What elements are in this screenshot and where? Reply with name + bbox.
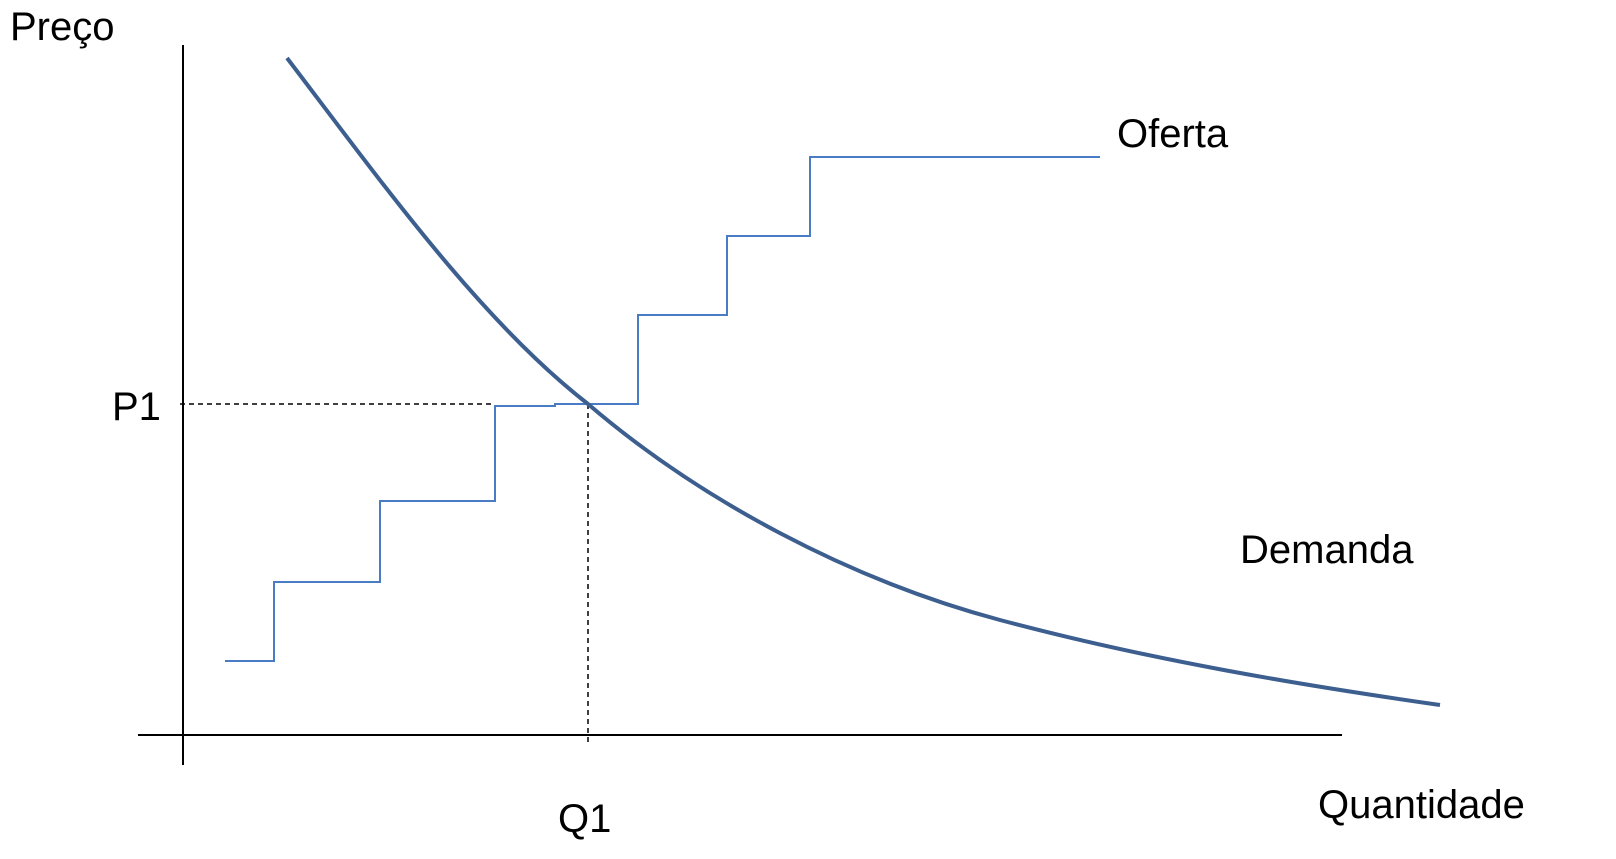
price-label: P1 [112,385,161,429]
x-axis-label: Quantidade [1318,783,1525,827]
y-axis-label: Preço [10,5,115,49]
demand-curve [285,56,1441,707]
supply-curve [225,156,1100,662]
demand-label: Demanda [1240,528,1414,572]
supply-label: Oferta [1117,112,1229,156]
quantity-label: Q1 [558,797,611,841]
